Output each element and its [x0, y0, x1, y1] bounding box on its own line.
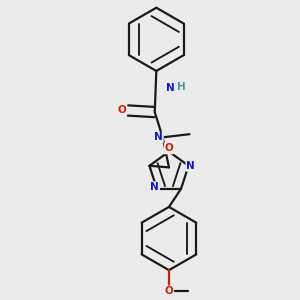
Text: O: O — [165, 286, 173, 296]
Text: N: N — [166, 83, 175, 93]
Text: N: N — [154, 132, 163, 142]
Text: O: O — [118, 106, 127, 116]
Text: O: O — [165, 143, 173, 153]
Text: N: N — [150, 182, 159, 192]
Text: N: N — [186, 161, 195, 171]
Text: H: H — [177, 82, 186, 92]
